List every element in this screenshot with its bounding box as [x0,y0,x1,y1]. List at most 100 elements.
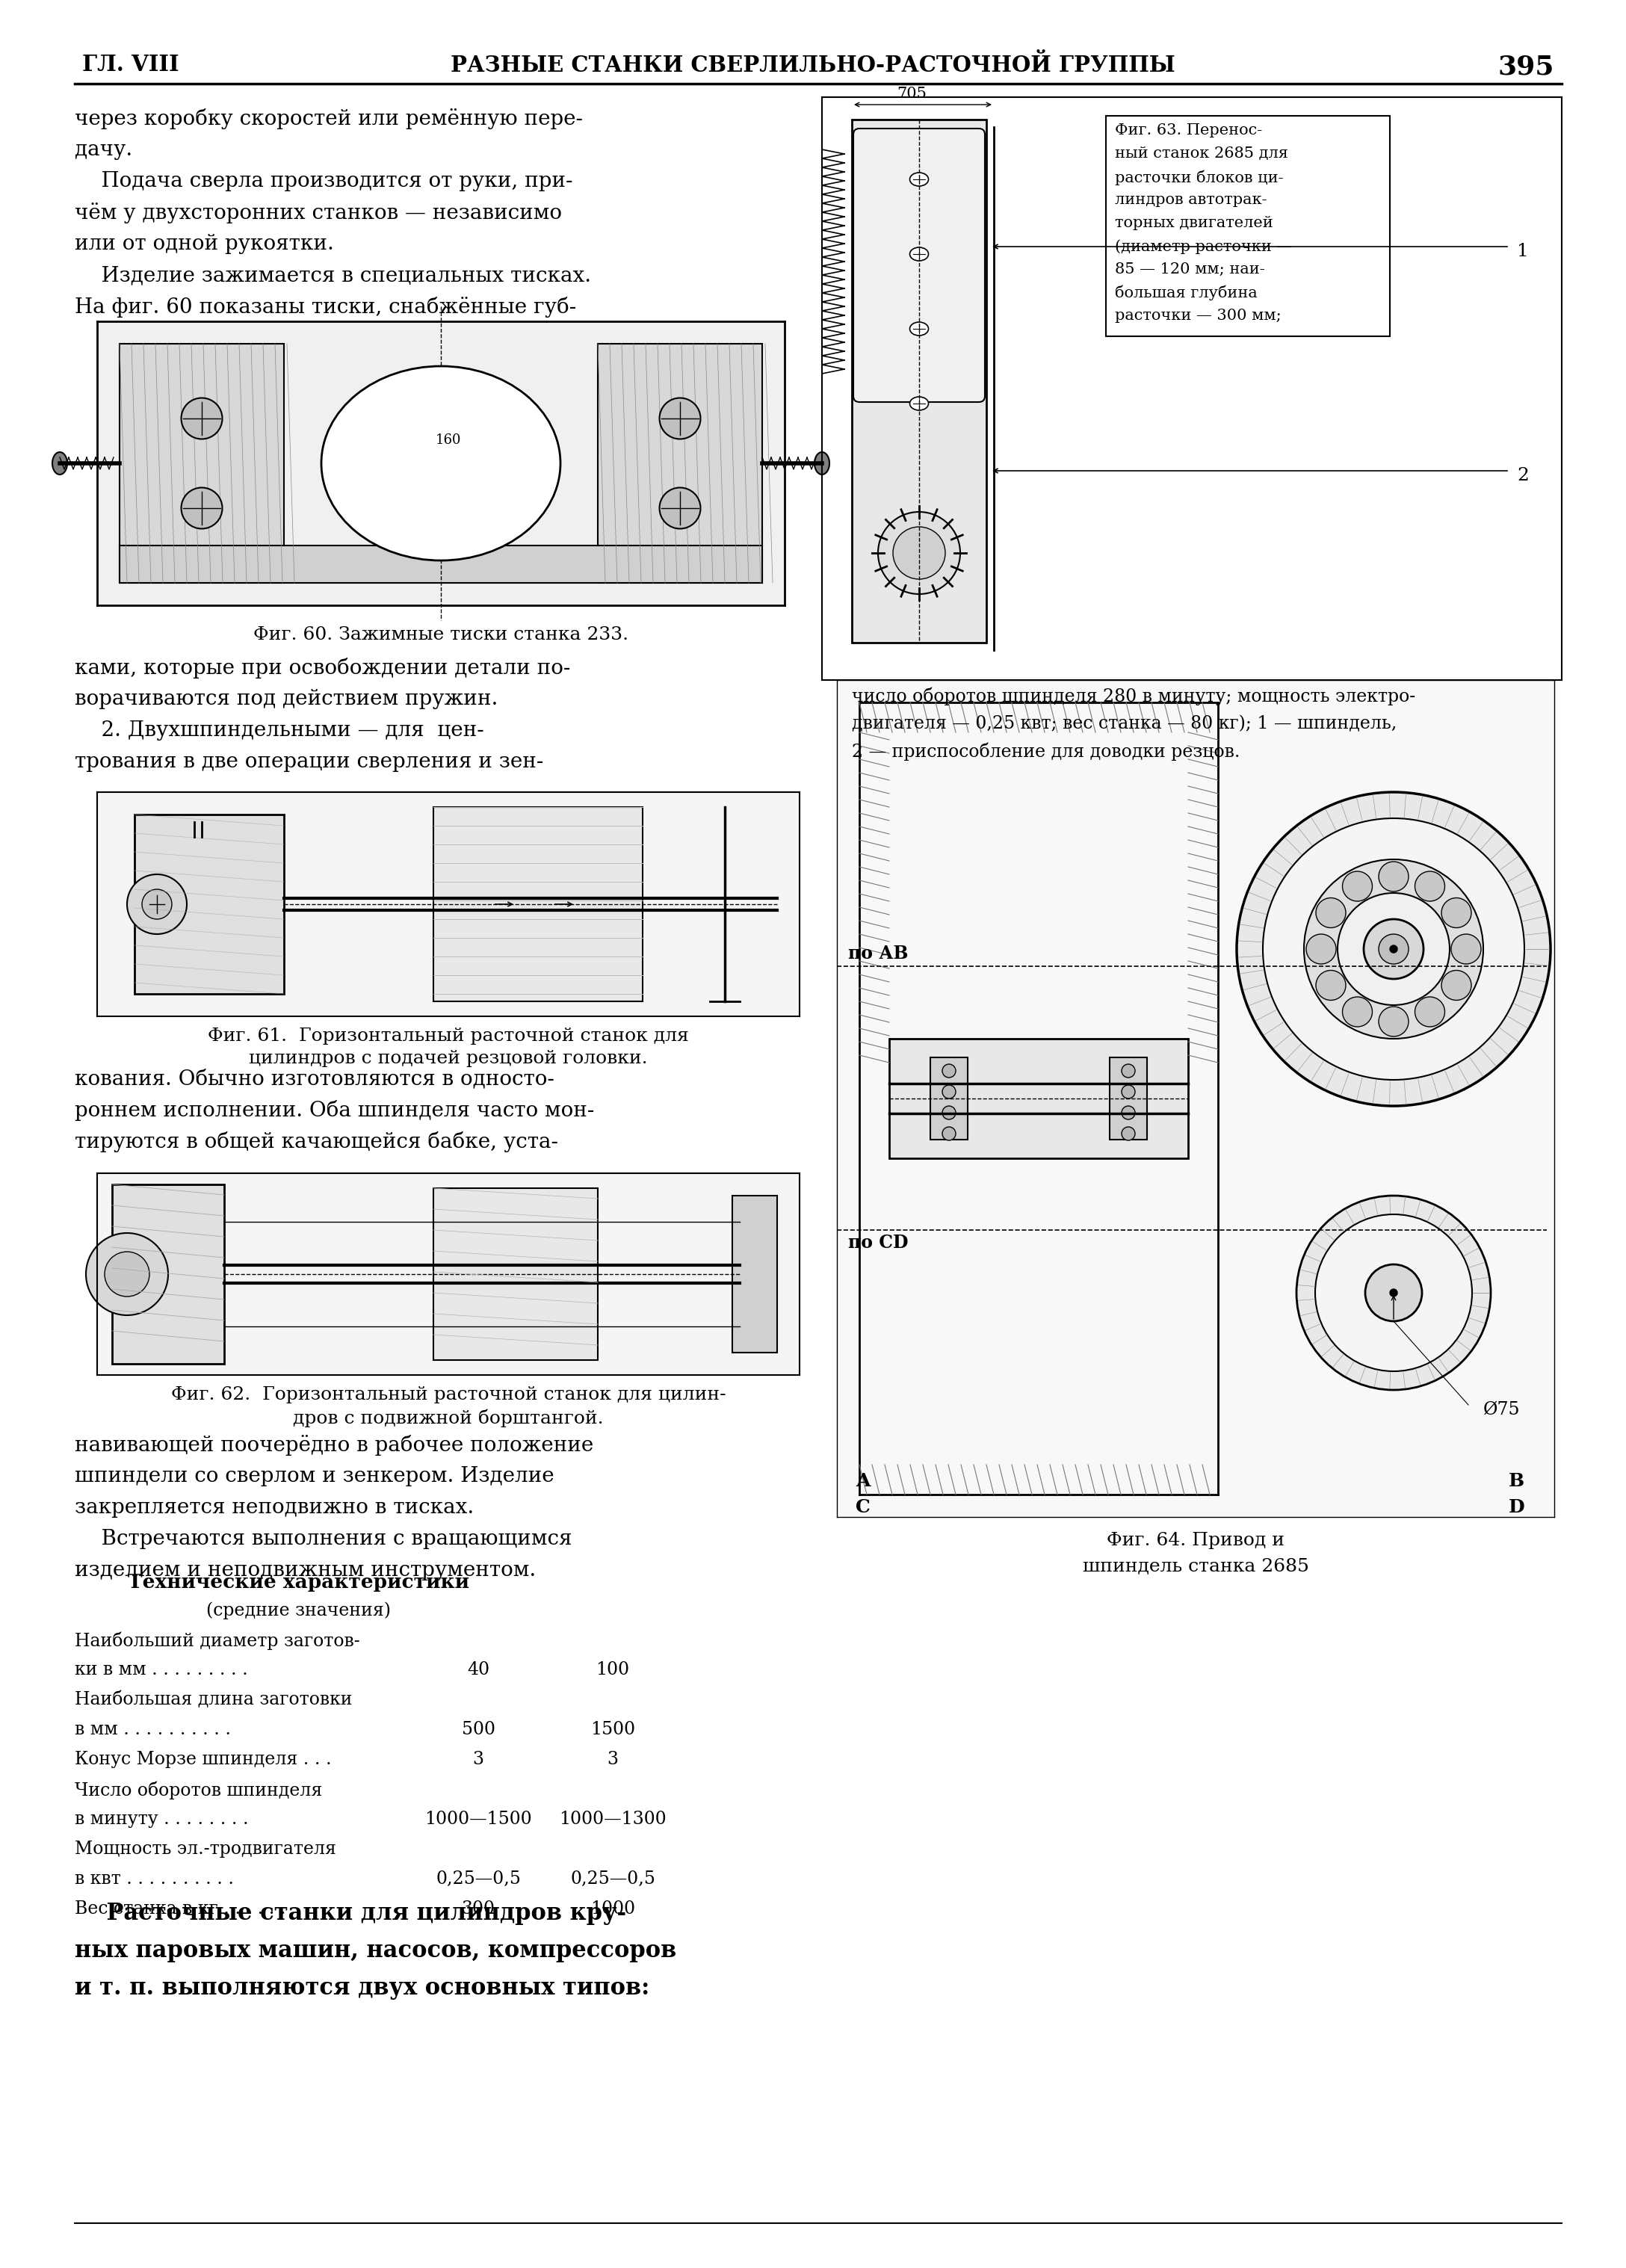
Text: большая глубина: большая глубина [1115,286,1257,302]
Text: 1000—1500: 1000—1500 [424,1810,532,1828]
Text: Конус Морзе шпинделя . . .: Конус Морзе шпинделя . . . [75,1751,332,1769]
Ellipse shape [322,365,561,560]
Text: или от одной рукоятки.: или от одной рукоятки. [75,234,333,254]
Circle shape [1315,1213,1472,1372]
Circle shape [1364,919,1423,980]
Text: 160: 160 [436,433,462,447]
Circle shape [1379,934,1408,964]
Circle shape [1237,792,1551,1107]
Circle shape [1415,871,1446,900]
Text: (средние значения): (средние значения) [207,1601,392,1619]
Circle shape [1343,998,1372,1027]
Text: ных паровых машин, насосов, компрессоров: ных паровых машин, насосов, компрессоров [75,1939,676,1962]
Circle shape [86,1234,167,1315]
Ellipse shape [52,451,67,474]
Circle shape [1450,934,1481,964]
FancyBboxPatch shape [434,807,642,1002]
Text: 3: 3 [606,1751,618,1769]
Circle shape [141,889,172,919]
Text: 85 — 120 мм; наи-: 85 — 120 мм; наи- [1115,263,1265,277]
Text: 500: 500 [462,1721,494,1737]
Ellipse shape [660,397,701,440]
Ellipse shape [911,172,928,186]
Text: 100: 100 [595,1660,629,1678]
Text: 1500: 1500 [590,1721,636,1737]
FancyBboxPatch shape [98,322,785,606]
Text: B: B [1509,1472,1525,1490]
Circle shape [1415,998,1446,1027]
Ellipse shape [943,1084,956,1098]
Text: в минуту . . . . . . . .: в минуту . . . . . . . . [75,1810,249,1828]
Text: ворачиваются под действием пружин.: ворачиваются под действием пружин. [75,689,498,710]
Text: расточки блоков ци-: расточки блоков ци- [1115,170,1283,186]
Text: Наибольшая длина заготовки: Наибольшая длина заготовки [75,1692,353,1708]
Text: чём у двухсторонних станков — независимо: чём у двухсторонних станков — независимо [75,202,563,225]
Text: Фиг. 60. Зажимные тиски станка 233.: Фиг. 60. Зажимные тиски станка 233. [254,626,629,644]
Text: РАЗНЫЕ СТАНКИ СВЕРЛИЛЬНО-РАСТОЧНОЙ ГРУППЫ: РАЗНЫЕ СТАНКИ СВЕРЛИЛЬНО-РАСТОЧНОЙ ГРУПП… [450,54,1176,77]
FancyBboxPatch shape [135,814,285,993]
Text: ный станок 2685 для: ный станок 2685 для [1115,147,1288,161]
Text: Наибольший диаметр заготов-: Наибольший диаметр заготов- [75,1631,359,1649]
Circle shape [1379,1007,1408,1036]
Ellipse shape [660,488,701,528]
Text: Вес станка в кг . . . . . .: Вес станка в кг . . . . . . [75,1901,286,1916]
Circle shape [1338,894,1450,1005]
Text: число оборотов шпинделя 280 в минуту; мощность электро-: число оборотов шпинделя 280 в минуту; мо… [852,687,1415,705]
Text: шпиндели со сверлом и зенкером. Изделие: шпиндели со сверлом и зенкером. Изделие [75,1465,554,1486]
FancyBboxPatch shape [930,1057,967,1139]
Text: изделием и неподвижным инструментом.: изделием и неподвижным инструментом. [75,1560,537,1581]
Text: На фиг. 60 показаны тиски, снабжённые губ-: На фиг. 60 показаны тиски, снабжённые гу… [75,297,576,318]
Text: 300: 300 [462,1901,494,1916]
FancyBboxPatch shape [732,1195,777,1352]
Circle shape [1296,1195,1491,1390]
Text: 1: 1 [1517,243,1528,261]
Circle shape [127,875,187,934]
FancyBboxPatch shape [1109,1057,1146,1139]
Circle shape [1390,1288,1397,1297]
Text: Изделие зажимается в специальных тисках.: Изделие зажимается в специальных тисках. [75,265,592,286]
Text: 1000—1300: 1000—1300 [559,1810,667,1828]
Text: Технические характеристики: Технические характеристики [128,1574,470,1592]
Text: Число оборотов шпинделя: Число оборотов шпинделя [75,1780,322,1799]
Circle shape [1441,971,1472,1000]
FancyBboxPatch shape [434,1188,598,1361]
Text: 2. Двухшпиндельными — для  цен-: 2. Двухшпиндельными — для цен- [75,721,485,742]
Text: Фиг. 64. Привод и: Фиг. 64. Привод и [1107,1531,1285,1549]
Text: 0,25—0,5: 0,25—0,5 [436,1871,520,1887]
Text: в мм . . . . . . . . . .: в мм . . . . . . . . . . [75,1721,231,1737]
Circle shape [104,1252,150,1297]
Ellipse shape [1122,1064,1135,1077]
Text: Встречаются выполнения с вращающимся: Встречаются выполнения с вращающимся [75,1529,572,1549]
Ellipse shape [1122,1107,1135,1120]
Text: 2: 2 [1517,467,1528,485]
Text: дров с подвижной борштангой.: дров с подвижной борштангой. [293,1408,603,1427]
Text: D: D [1509,1499,1525,1517]
FancyBboxPatch shape [598,345,763,583]
Text: двигателя — 0,25 квт; вес станка — 80 кг); 1 — шпиндель,: двигателя — 0,25 квт; вес станка — 80 кг… [852,714,1397,733]
Ellipse shape [911,247,928,261]
Ellipse shape [943,1064,956,1077]
Text: Расточные станки для цилиндров кру-: Расточные станки для цилиндров кру- [75,1903,626,1926]
Ellipse shape [815,451,829,474]
Text: ки в мм . . . . . . . . .: ки в мм . . . . . . . . . [75,1660,247,1678]
Circle shape [1315,898,1346,928]
Circle shape [1441,898,1472,928]
Text: C: C [855,1499,870,1517]
Text: трования в две операции сверления и зен-: трования в две операции сверления и зен- [75,751,543,771]
Text: 3: 3 [473,1751,485,1769]
Text: 1000: 1000 [590,1901,636,1916]
Text: 40: 40 [467,1660,489,1678]
Circle shape [1304,860,1483,1039]
Text: 2 — приспособление для доводки резцов.: 2 — приспособление для доводки резцов. [852,744,1241,762]
Ellipse shape [1122,1084,1135,1098]
Text: роннем исполнении. Оба шпинделя часто мон-: роннем исполнении. Оба шпинделя часто мо… [75,1100,595,1120]
Text: Фиг. 63. Перенос-: Фиг. 63. Перенос- [1115,122,1262,138]
Circle shape [1366,1263,1423,1322]
Text: закрепляется неподвижно в тисках.: закрепляется неподвижно в тисках. [75,1497,473,1517]
FancyBboxPatch shape [854,129,985,401]
Circle shape [1263,819,1525,1080]
FancyBboxPatch shape [98,1173,800,1374]
Text: A: A [855,1472,870,1490]
Text: торных двигателей: торных двигателей [1115,215,1273,229]
Ellipse shape [180,488,223,528]
